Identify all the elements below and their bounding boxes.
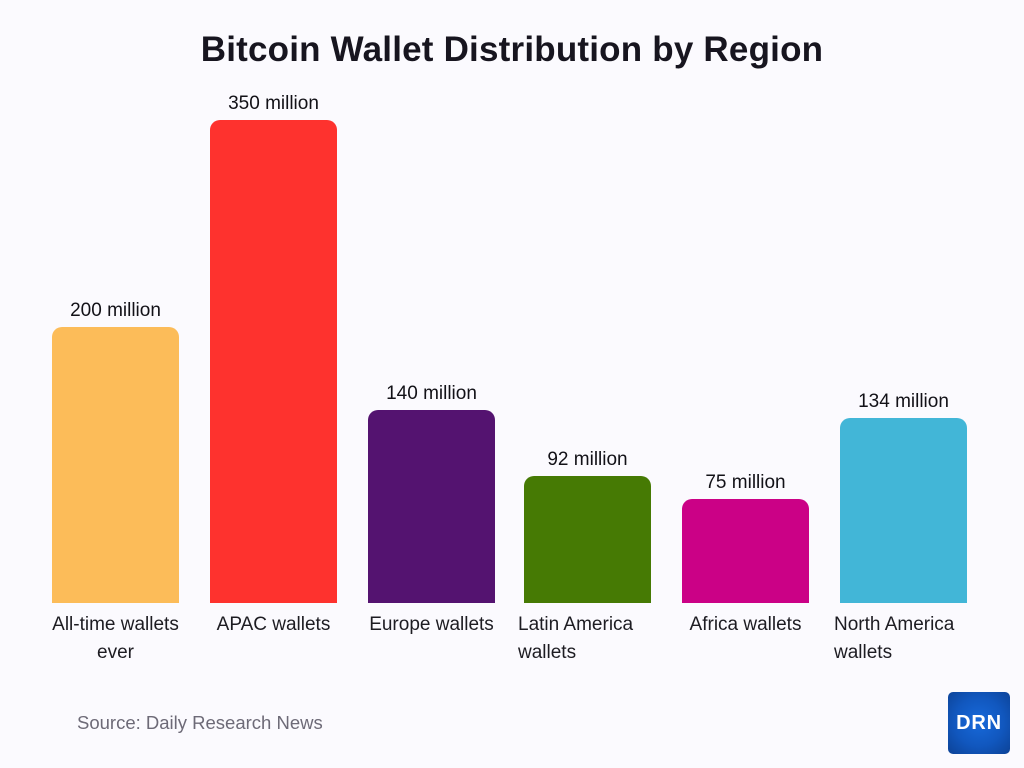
- category-label-line: wallets: [518, 642, 577, 663]
- bar-north-america-wallets: [840, 418, 967, 603]
- category-label-apac-wallets: APAC wallets: [217, 611, 331, 639]
- category-label-europe-wallets: Europe wallets: [369, 611, 494, 639]
- category-label-line: Africa wallets: [689, 614, 802, 635]
- category-label-latin-america-wallets: Latin America wallets: [518, 611, 633, 667]
- value-label-all-time-wallets-ever: 200 million: [70, 300, 161, 322]
- drn-logo: DRN: [948, 692, 1010, 754]
- drn-logo-text: DRN: [956, 711, 1002, 734]
- value-label-apac-wallets: 350 million: [228, 93, 319, 115]
- value-label-europe-wallets: 140 million: [386, 383, 477, 405]
- category-label-line: APAC wallets: [216, 614, 331, 635]
- value-label-africa-wallets: 75 million: [705, 472, 786, 494]
- category-label-line: ever: [97, 642, 134, 663]
- value-label-north-america-wallets: 134 million: [858, 391, 949, 413]
- category-label-north-america-wallets: North America wallets: [834, 611, 954, 667]
- source-caption: Source: Daily Research News: [77, 712, 323, 733]
- category-label-all-time-wallets-ever: All-time wallets ever: [52, 611, 179, 667]
- bar-latin-america-wallets: [524, 476, 651, 603]
- category-label-africa-wallets: Africa wallets: [690, 611, 802, 639]
- value-label-latin-america-wallets: 92 million: [547, 449, 628, 471]
- category-label-line: All-time wallets: [52, 614, 179, 635]
- bar-all-time-wallets-ever: [52, 327, 179, 603]
- bar-africa-wallets: [682, 499, 809, 603]
- category-label-line: wallets: [834, 642, 893, 663]
- category-label-line: North America: [834, 614, 955, 635]
- chart-title: Bitcoin Wallet Distribution by Region: [200, 30, 824, 69]
- bar-europe-wallets: [368, 410, 495, 603]
- category-label-line: Latin America: [518, 614, 634, 635]
- category-label-line: Europe wallets: [369, 614, 494, 635]
- bar-apac-wallets: [210, 120, 337, 603]
